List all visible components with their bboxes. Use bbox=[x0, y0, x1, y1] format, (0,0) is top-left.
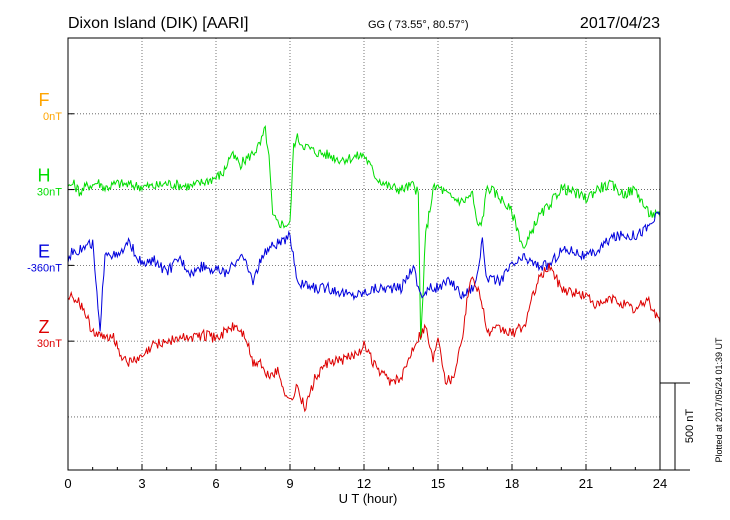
x-tick-label: 12 bbox=[357, 476, 371, 491]
x-tick-label: 15 bbox=[431, 476, 445, 491]
series-baseline-E: -360nT bbox=[27, 262, 62, 274]
series-name-F: F bbox=[39, 90, 50, 110]
series-name-Z: Z bbox=[39, 317, 50, 337]
coords-label: GG ( 73.55°, 80.57°) bbox=[368, 19, 469, 31]
scale-bar-label: 500 nT bbox=[684, 409, 696, 444]
plotted-at-note: Plotted at 2017/05/24 01:39 UT bbox=[714, 337, 724, 463]
grid bbox=[68, 38, 660, 470]
series-line-H bbox=[67, 124, 661, 340]
scale-bar: 500 nT bbox=[660, 382, 696, 471]
series-baseline-Z: 30nT bbox=[37, 338, 62, 350]
series-line-Z bbox=[67, 263, 661, 413]
x-tick-label: 0 bbox=[64, 476, 71, 491]
x-tick-label: 9 bbox=[286, 476, 293, 491]
series-baseline-F: 0nT bbox=[43, 111, 62, 123]
series-baseline-H: 30nT bbox=[37, 187, 62, 199]
series-name-H: H bbox=[38, 166, 51, 186]
series-line-E bbox=[67, 211, 661, 332]
series-group bbox=[67, 124, 661, 413]
x-tick-label: 3 bbox=[138, 476, 145, 491]
x-tick-label: 24 bbox=[653, 476, 667, 491]
station-title: Dixon Island (DIK) [AARI] bbox=[68, 15, 249, 32]
x-axis-ticks: 0 3 6 9 12 15 18 21 24 bbox=[64, 464, 667, 491]
x-axis-label: U T (hour) bbox=[339, 491, 398, 506]
x-tick-label: 18 bbox=[505, 476, 519, 491]
series-name-E: E bbox=[38, 241, 50, 261]
x-tick-label: 21 bbox=[579, 476, 593, 491]
x-tick-label: 6 bbox=[212, 476, 219, 491]
date-label: 2017/04/23 bbox=[580, 15, 660, 32]
